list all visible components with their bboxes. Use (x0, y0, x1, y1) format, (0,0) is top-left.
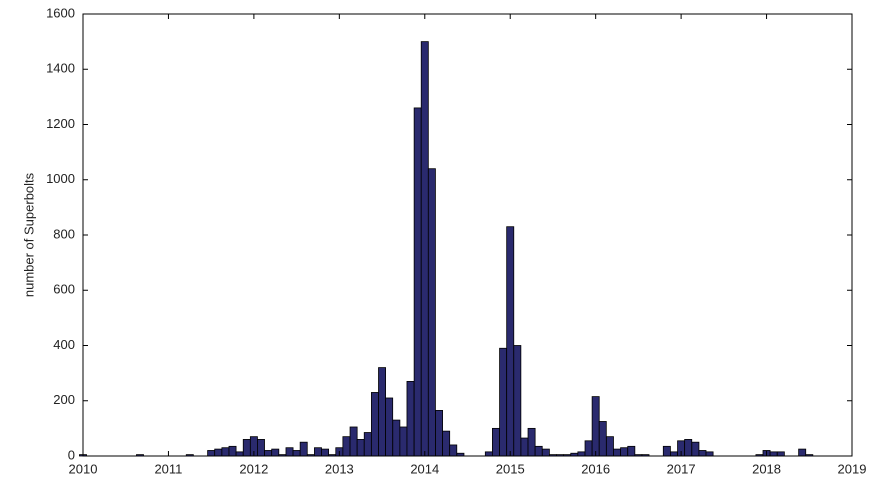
bar (492, 427, 500, 457)
bar (769, 451, 778, 457)
bar (399, 426, 408, 457)
bar (321, 448, 330, 457)
x-tick-label: 2013 (325, 461, 354, 476)
x-tick-label: 2014 (410, 461, 439, 476)
bar (442, 430, 451, 457)
bar (534, 445, 543, 457)
bar (598, 421, 607, 457)
bar (520, 437, 529, 457)
y-tick-label: 800 (53, 226, 75, 241)
x-tick-label: 2019 (838, 461, 867, 476)
y-tick-label: 200 (53, 392, 75, 407)
bar (506, 226, 515, 457)
bar (214, 448, 223, 457)
bar (527, 427, 536, 457)
bar (798, 448, 807, 457)
y-axis-label: number of Superbolts (21, 172, 36, 297)
bar (299, 441, 308, 457)
bar (420, 41, 429, 457)
plot-frame (82, 13, 853, 457)
x-tick-label: 2011 (154, 461, 182, 476)
bar (292, 450, 301, 457)
x-tick-label: 2015 (496, 461, 525, 476)
bar (257, 439, 265, 457)
bar (385, 397, 394, 457)
bar (413, 107, 422, 457)
bar (427, 168, 436, 457)
bar (207, 450, 216, 457)
bar (392, 419, 401, 457)
bar (691, 441, 700, 457)
x-tick-label: 2012 (239, 461, 268, 476)
bar (627, 445, 636, 457)
y-tick-label: 1200 (46, 116, 75, 131)
bar (235, 451, 244, 457)
bar (513, 345, 522, 457)
bar (285, 447, 294, 457)
bar (541, 448, 550, 457)
bar (684, 439, 693, 457)
y-tick-label: 600 (53, 282, 75, 297)
bar (670, 451, 678, 457)
bar (705, 451, 714, 457)
bar (584, 440, 593, 457)
x-tick-label: 2010 (69, 461, 98, 476)
bar (349, 426, 358, 457)
bar (363, 432, 372, 457)
bar (499, 347, 508, 457)
bar (356, 439, 365, 457)
bar (378, 367, 387, 457)
bar (613, 448, 621, 457)
bar (698, 450, 707, 457)
bar (221, 447, 230, 457)
y-tick-label: 1600 (46, 5, 75, 20)
bar (620, 447, 629, 457)
bar (228, 445, 237, 457)
x-tick-label: 2016 (581, 461, 610, 476)
bar (314, 447, 322, 457)
y-tick-label: 1400 (46, 61, 75, 76)
bar (577, 451, 586, 457)
bar (605, 436, 614, 457)
bar (484, 451, 493, 457)
bar (449, 444, 458, 457)
bar (435, 410, 443, 457)
y-tick-label: 400 (53, 337, 75, 352)
bar (662, 445, 671, 457)
bar (406, 381, 415, 457)
bar (591, 396, 600, 457)
x-tick-label: 2018 (752, 461, 781, 476)
bar (776, 451, 785, 457)
bar (371, 392, 379, 457)
bar (271, 448, 280, 457)
y-tick-label: 0 (68, 447, 75, 462)
bar (242, 439, 251, 457)
y-tick-label: 1000 (46, 171, 75, 186)
bar (264, 450, 273, 457)
bar (342, 436, 351, 457)
x-tick-label: 2017 (667, 461, 696, 476)
